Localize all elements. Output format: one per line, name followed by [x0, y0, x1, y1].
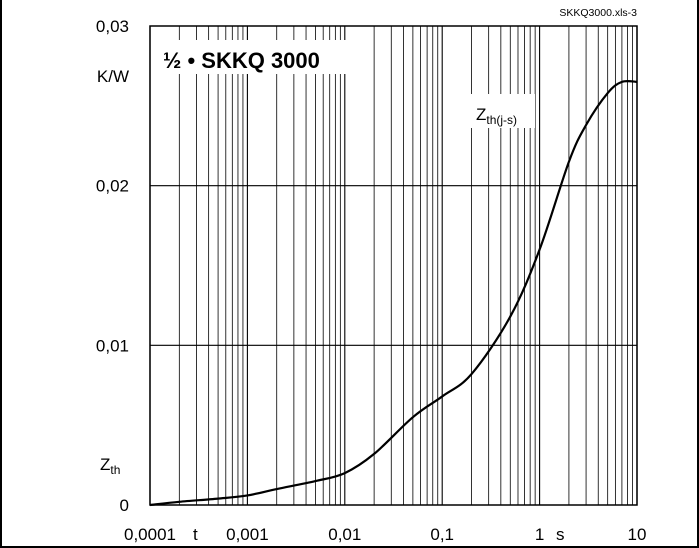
y-tick-labels: 0 0,01 0,02 0,03 [96, 17, 129, 515]
y-tick-label: 0,03 [96, 17, 129, 36]
x-axis-symbol: t [193, 525, 198, 544]
x-unit-label: s [556, 525, 565, 544]
x-tick-label: 0,1 [430, 525, 454, 544]
file-tag: SKKQ3000.xls-3 [559, 7, 637, 19]
y-axis-symbol: Zth [100, 455, 120, 477]
x-tick-label: 10 [628, 525, 647, 544]
major-gridlines [149, 25, 638, 506]
y-tick-label: 0 [120, 496, 129, 515]
x-tick-labels: 0,0001 0,001 0,01 0,1 1 10 [124, 525, 646, 544]
y-tick-label: 0,02 [96, 177, 129, 196]
y-unit-label: K/W [97, 67, 129, 86]
zth-curve [149, 79, 638, 507]
title-background [158, 40, 360, 74]
chart-title: ½ • SKKQ 3000 [163, 48, 320, 73]
y-tick-label: 0,01 [96, 336, 129, 355]
series-label-sub: th(j-s) [486, 113, 517, 127]
y-axis-symbol-sub: th [110, 463, 120, 477]
series-label: Zth(j-s) [476, 105, 517, 127]
x-tick-label: 0,0001 [124, 525, 176, 544]
minor-gridlines [178, 26, 633, 505]
x-tick-label: 0,001 [226, 525, 269, 544]
series-label-main: Z [476, 105, 486, 124]
y-axis-symbol-main: Z [100, 455, 110, 474]
x-tick-label: 0,01 [328, 525, 361, 544]
x-tick-label: 1 [535, 525, 544, 544]
plot-area-frame [149, 25, 638, 506]
series-label-background [471, 94, 535, 128]
